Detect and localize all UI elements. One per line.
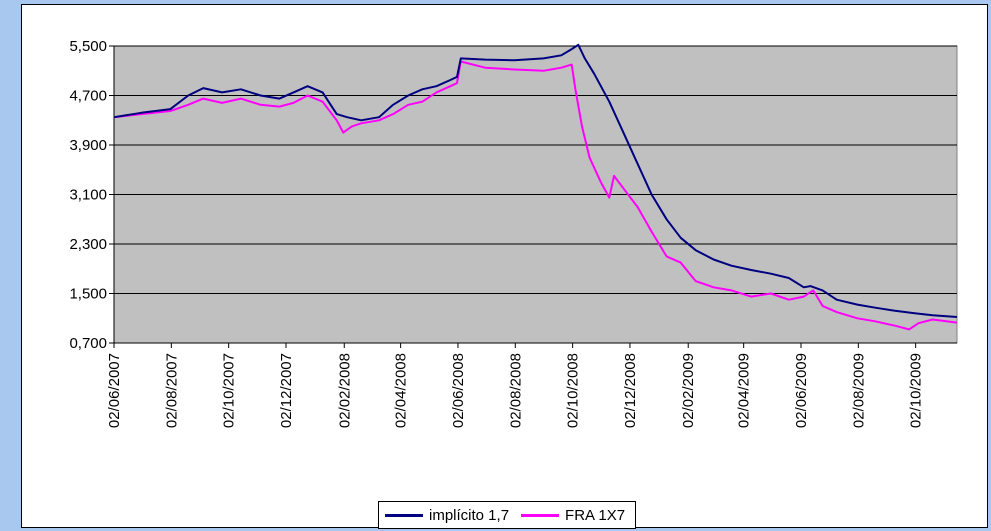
x-tick-label: 02/10/2007 bbox=[221, 353, 238, 428]
x-tick-label: 02/12/2007 bbox=[278, 353, 295, 428]
chart-area: 5,500 4,700 3,900 3,100 2,300 1,500 0,700 02/0… bbox=[21, 4, 988, 529]
x-axis-tick-labels: 02/06/2007 02/08/2007 02/10/2007 02/12/2007… bbox=[106, 353, 925, 428]
x-tick-label: 02/06/2009 bbox=[793, 353, 810, 428]
x-tick-label: 02/04/2008 bbox=[393, 353, 410, 428]
x-tick-label: 02/10/2008 bbox=[565, 353, 582, 428]
y-tick-label: 2,300 bbox=[69, 236, 107, 253]
x-tick-label: 02/08/2008 bbox=[507, 353, 524, 428]
y-tick-label: 1,500 bbox=[69, 286, 107, 303]
x-tick-label: 02/08/2007 bbox=[163, 353, 180, 428]
series-lines bbox=[113, 43, 958, 331]
x-tick-label: 02/02/2009 bbox=[680, 353, 697, 428]
x-tick-label: 02/06/2007 bbox=[106, 353, 123, 428]
legend-item-implicito: implícito 1,7 bbox=[385, 507, 509, 524]
y-tick-label: 3,900 bbox=[69, 137, 107, 154]
axes bbox=[113, 46, 957, 348]
legend-label-fra: FRA 1X7 bbox=[565, 506, 626, 524]
x-tick-label: 02/02/2008 bbox=[336, 353, 353, 428]
y-axis-tick-labels: 5,500 4,700 3,900 3,100 2,300 1,500 0,700 bbox=[69, 38, 107, 352]
y-tick-label: 0,700 bbox=[69, 335, 107, 352]
y-tick-label: 5,500 bbox=[69, 38, 107, 55]
x-tick-label: 02/04/2009 bbox=[736, 353, 753, 428]
x-tick-label: 02/12/2008 bbox=[622, 353, 639, 428]
series-line-fra bbox=[113, 60, 958, 331]
legend-item-fra: FRA 1X7 bbox=[521, 507, 625, 524]
legend-swatch-fra bbox=[521, 513, 560, 517]
x-tick-label: 02/10/2009 bbox=[908, 353, 925, 428]
legend-label-implicito: implícito 1,7 bbox=[429, 506, 510, 524]
y-tick-label: 3,100 bbox=[69, 187, 107, 204]
legend-swatch-implicito bbox=[385, 513, 423, 517]
line-chart: 5,500 4,700 3,900 3,100 2,300 1,500 0,700 02/0… bbox=[69, 38, 958, 428]
x-tick-label: 02/06/2008 bbox=[450, 353, 467, 428]
series-line-implicito bbox=[113, 43, 958, 318]
legend: implícito 1,7 FRA 1X7 bbox=[378, 501, 637, 529]
y-tick-label: 4,700 bbox=[69, 88, 107, 105]
x-tick-label: 02/08/2009 bbox=[850, 353, 867, 428]
